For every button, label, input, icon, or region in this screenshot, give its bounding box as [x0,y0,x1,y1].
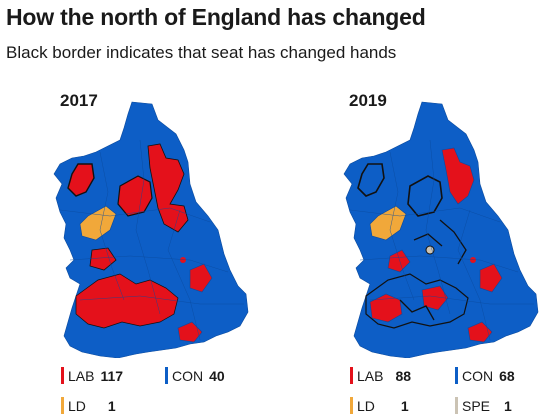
constituency-borders [349,139,534,341]
legend-count: 88 [395,367,412,384]
legend-count: 40 [209,367,225,384]
lab-seat-york [470,257,476,263]
ld-swatch [61,397,64,414]
legend-party: CON [172,367,204,384]
changed-hands-borders [399,219,467,321]
lab-seat-cumbria [67,163,95,197]
map-2019 [343,101,539,358]
legend-2019-ld: LD 1 [350,397,409,414]
legend-party: SPE [462,397,491,414]
legend-2017-con: CON 40 [165,367,225,384]
legend-party: LAB [357,367,384,384]
page-title: How the north of England has changed [6,4,426,30]
legend-2017-lab: LAB 117 [61,367,123,384]
lab-seat-hull [479,263,503,293]
lab-seats-northeast [147,143,189,233]
ld-seat [369,205,407,241]
lab-swatch [61,367,64,384]
ld-swatch [350,397,353,414]
spe-seat [425,245,435,255]
map-2017 [53,101,249,358]
year-label-2019: 2019 [349,91,387,110]
con-swatch [165,367,168,384]
lab-seats-northeast [441,147,475,205]
legend-party: CON [462,367,494,384]
lab-seats-manchester-leeds [75,273,179,329]
lab-seat-south [177,321,203,343]
legend-party: LAB [68,367,95,384]
con-swatch [455,367,458,384]
legend-2019-lab: LAB 88 [350,367,411,384]
legend-count: 1 [400,397,409,414]
legend-2019-spe: SPE 1 [455,397,512,414]
legend-count: 1 [107,397,116,414]
legend-party: LD [357,397,375,414]
lab-seat-central [117,175,153,217]
legend-count: 117 [100,367,124,384]
lab-seats-leeds [421,285,449,311]
lab-seat-york [180,257,186,263]
lab-swatch [350,367,353,384]
legend-2019-con: CON 68 [455,367,515,384]
legend-count: 68 [499,367,515,384]
legend-count: 1 [504,397,512,414]
legend-2017-ld: LD 1 [61,397,116,414]
year-label-2017: 2017 [60,91,98,110]
constituency-borders [59,139,244,341]
lab-seat-hull [189,263,213,293]
changed-seat-central [407,175,443,217]
spe-swatch [455,397,458,414]
page-subtitle: Black border indicates that seat has cha… [6,43,397,62]
lab-seat-lancashire [387,249,411,273]
ld-seat [79,205,117,241]
lab-seats-manchester [369,293,403,323]
changed-seat-cumbria [357,163,385,197]
lab-seat-lancashire-north [89,247,117,271]
lab-seat-south [467,321,493,343]
legend-party: LD [68,397,86,414]
